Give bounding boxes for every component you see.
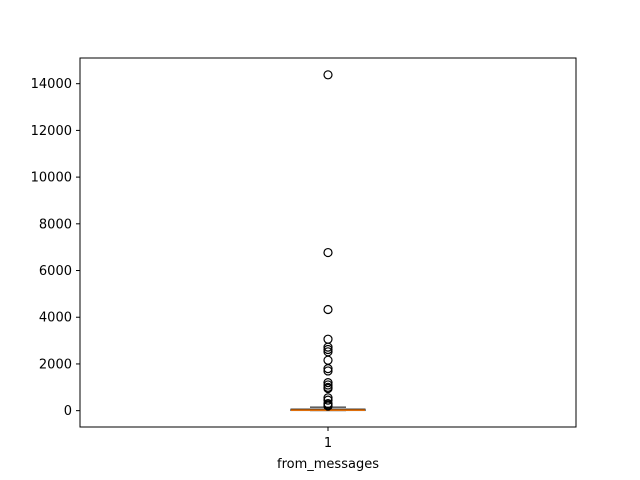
outlier-point — [323, 380, 333, 390]
outlier-point — [323, 383, 333, 394]
y-tick-label: 10000 — [31, 171, 72, 186]
x-axis: 1 — [324, 427, 332, 451]
outlier-point — [323, 378, 333, 388]
y-tick-label: 8000 — [39, 217, 72, 232]
x-tick-label: 1 — [324, 436, 332, 451]
y-tick-label: 6000 — [39, 264, 72, 279]
outlier-point — [323, 304, 333, 315]
y-tick-label: 2000 — [39, 357, 72, 372]
outlier-point — [323, 344, 333, 355]
y-axis: 0 2000 4000 6000 8000 10000 12000 14000 — [31, 77, 80, 419]
outlier-point — [323, 401, 333, 411]
outlier-point — [323, 342, 333, 352]
outlier-point — [323, 247, 333, 258]
box-series — [290, 70, 366, 412]
outlier-point — [323, 366, 333, 376]
box-group — [290, 70, 366, 412]
outlier-point — [323, 364, 333, 374]
x-axis-label: from_messages — [277, 457, 379, 472]
y-tick-label: 4000 — [39, 311, 72, 326]
plot-area — [79, 57, 577, 428]
y-tick-label: 0 — [64, 404, 72, 419]
y-tick-label: 12000 — [31, 124, 72, 139]
outlier-point — [323, 395, 333, 405]
outlier-point — [323, 70, 333, 80]
y-tick-label: 14000 — [31, 77, 72, 92]
